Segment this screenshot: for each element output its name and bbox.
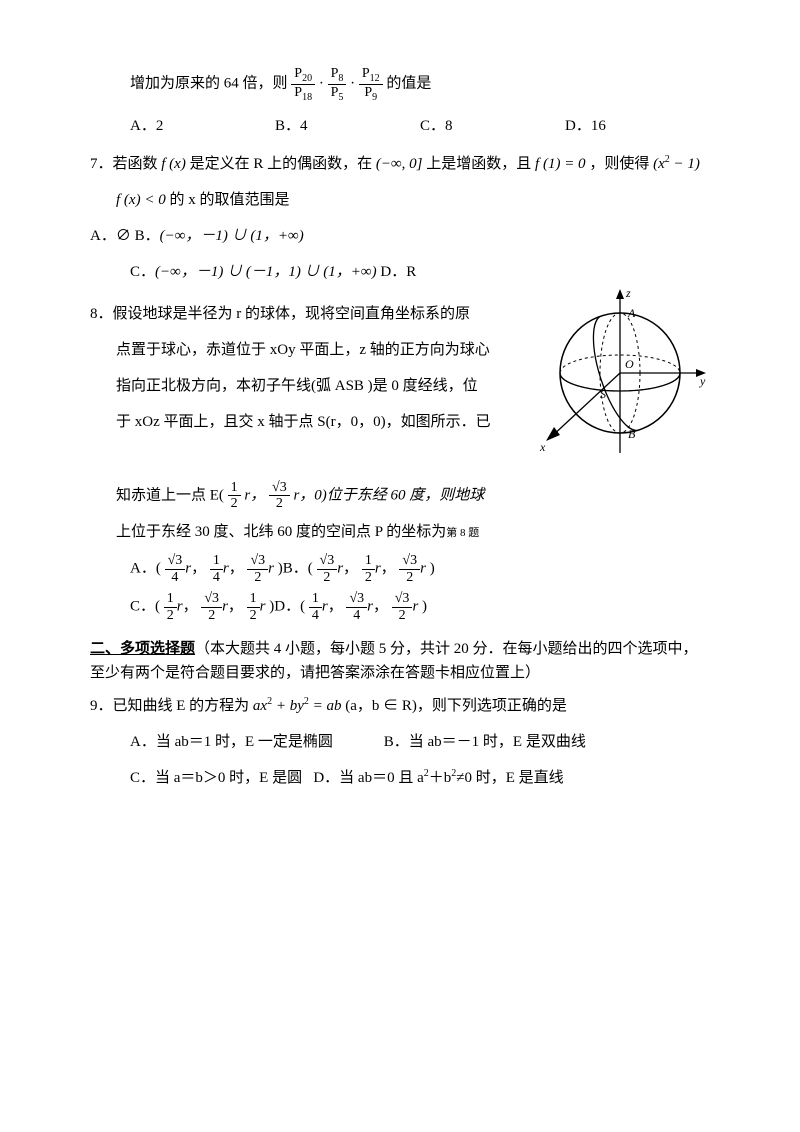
- q7-optAB: A．∅ B．(−∞，－1) ∪ (1，+∞): [90, 221, 710, 251]
- q8-optAB: A．( √34r， 14r， √32r )B．( √32r， 12r， √32r…: [90, 553, 710, 585]
- q9-stem: 9．已知曲线 E 的方程为 ax2 + by2 = ab (a，b ∈ R)，则…: [90, 691, 710, 721]
- q8-line6: 上位于东经 30 度、北纬 60 度的空间点 P 的坐标为第 8 题: [90, 517, 710, 547]
- label-S: S: [600, 387, 606, 401]
- axis-y-label: y: [699, 374, 706, 388]
- q8-line1: 8．假设地球是半径为 r 的球体，现将空间直角坐标系的原: [90, 299, 520, 329]
- q7-line1: 7．若函数 f (x) 是定义在 R 上的偶函数，在 (−∞, 0] 上是增函数…: [90, 149, 710, 179]
- axis-x-label: x: [539, 440, 546, 454]
- q6-suffix: 的值是: [386, 76, 431, 92]
- q9-optB: B．当 ab＝－1 时，E 是双曲线: [384, 734, 586, 750]
- q6-frac1: P20 P18: [291, 66, 315, 103]
- label-A: A: [627, 306, 636, 320]
- q8-line4: 于 xOz 平面上，且交 x 轴于点 S(r，0，0)，如图所示．已: [90, 407, 520, 437]
- q6-optA: A．2: [130, 111, 275, 141]
- q6-stem: 增加为原来的 64 倍，则 P20 P18 · P8 P5 · P12 P9 的…: [90, 66, 710, 103]
- q6-options: A．2 B．4 C．8 D．16: [90, 111, 710, 141]
- label-B: B: [628, 427, 636, 441]
- q8-line3: 指向正北极方向，本初子午线(弧 ASB )是 0 度经线，位: [90, 371, 520, 401]
- axis-z-label: z: [625, 286, 631, 300]
- q8-figure: z y x A B S O: [530, 283, 710, 474]
- q8-text: 8．假设地球是半径为 r 的球体，现将空间直角坐标系的原 点置于球心，赤道位于 …: [90, 293, 520, 443]
- q6-prefix: 增加为原来的 64 倍，则: [130, 76, 288, 92]
- q9-optAB: A．当 ab＝1 时，E 一定是椭圆 B．当 ab＝－1 时，E 是双曲线: [90, 727, 710, 757]
- q8-line5: 知赤道上一点 E( 12 r， √32 r，0)位于东经 60 度，则地球: [90, 480, 710, 512]
- q6-optC: C．8: [420, 111, 565, 141]
- section2-header: 二、多项选择题（本大题共 4 小题，每小题 5 分，共计 20 分．在每小题给出…: [90, 637, 710, 685]
- q9-optC: C．当 a＝b＞0 时，E 是圆: [130, 770, 302, 786]
- q6-optB: B．4: [275, 111, 420, 141]
- q9-optA: A．当 ab＝1 时，E 一定是椭圆: [130, 727, 380, 757]
- q9-optCD: C．当 a＝b＞0 时，E 是圆 D．当 ab＝0 且 a2＋b2≠0 时，E …: [90, 763, 710, 793]
- q9-optD: D．当 ab＝0 且 a2＋b2≠0 时，E 是直线: [313, 770, 563, 786]
- q8-line2: 点置于球心，赤道位于 xOy 平面上，z 轴的正方向为球心: [90, 335, 520, 365]
- sphere-diagram-icon: z y x A B S O: [530, 283, 710, 463]
- q7-line2: f (x) < 0 的 x 的取值范围是: [90, 185, 710, 215]
- section2-title: 二、多项选择题: [90, 641, 195, 657]
- q6-frac2: P8 P5: [328, 66, 347, 103]
- q6-optD: D．16: [565, 111, 710, 141]
- q6-frac3: P12 P9: [359, 66, 383, 103]
- q8-row: 8．假设地球是半径为 r 的球体，现将空间直角坐标系的原 点置于球心，赤道位于 …: [90, 293, 710, 474]
- label-O: O: [625, 357, 634, 371]
- q8-optCD: C．( 12r， √32r， 12r )D．( 14r， √34r， √32r …: [90, 591, 710, 623]
